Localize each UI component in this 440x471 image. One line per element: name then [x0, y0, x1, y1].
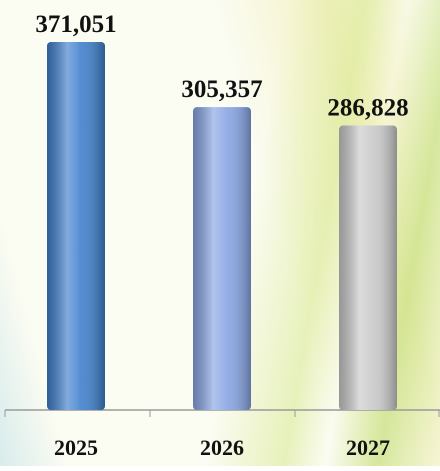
x-tick-label: 2027 — [346, 435, 390, 460]
bar-shine — [47, 42, 105, 410]
value-label: 286,828 — [327, 95, 408, 122]
value-label: 371,051 — [35, 11, 116, 38]
value-label: 305,357 — [181, 76, 262, 103]
bar-shine — [193, 107, 251, 411]
bar-shine — [339, 125, 397, 411]
x-tick-label: 2026 — [200, 435, 244, 460]
x-tick-label: 2025 — [54, 435, 98, 460]
